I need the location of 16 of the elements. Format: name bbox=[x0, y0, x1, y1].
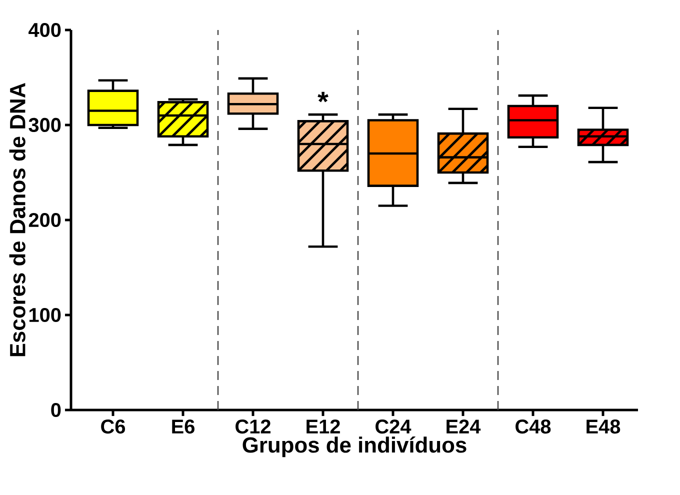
x-tick-label: C6 bbox=[101, 420, 126, 434]
x-tick-label: E12 bbox=[306, 420, 340, 434]
annotation: * bbox=[318, 92, 328, 102]
x-tick-label: E6 bbox=[172, 420, 194, 434]
x-tick-label: E48 bbox=[586, 420, 620, 434]
x-tick-label: C48 bbox=[516, 420, 551, 434]
y-tick-label: 200 bbox=[28, 212, 61, 228]
y-tick-label: 300 bbox=[28, 118, 61, 132]
y-tick-label: 0 bbox=[51, 402, 61, 418]
x-tick-label: E24 bbox=[446, 420, 481, 434]
y-axis-title: Escores de Danos de DNA bbox=[9, 82, 26, 356]
y-tick-label: 100 bbox=[29, 308, 61, 322]
y-tick-label: 400 bbox=[28, 22, 61, 38]
x-axis-title: Grupos de indivíduos bbox=[242, 436, 466, 458]
x-tick-label: C24 bbox=[376, 420, 412, 434]
x-tick-label: C12 bbox=[236, 420, 270, 434]
